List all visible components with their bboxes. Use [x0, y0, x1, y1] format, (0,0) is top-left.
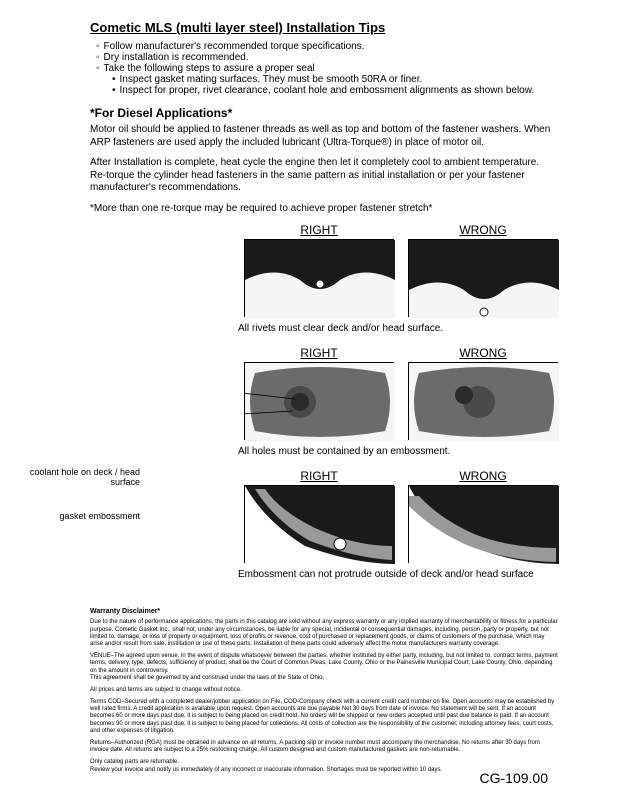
disclaimer-section: Warranty Disclaimer* Due to the nature o… [90, 608, 558, 774]
diagram-rivet-wrong [408, 239, 558, 317]
diagram-emboss-right [244, 485, 394, 563]
diesel-heading: *For Diesel Applications* [90, 106, 558, 120]
list-item: Take the following steps to assure a pro… [96, 63, 558, 96]
diagram-caption: All rivets must clear deck and/or head s… [238, 323, 558, 334]
wrong-label: WRONG [408, 346, 558, 360]
right-label: RIGHT [244, 469, 394, 483]
list-item: Inspect for proper, rivet clearance, coo… [112, 85, 558, 96]
right-label: RIGHT [244, 346, 394, 360]
diagram-section: RIGHT WRONG [90, 223, 558, 588]
disclaimer-para: Terms COD–Secured with a completed deale… [90, 699, 558, 735]
disclaimer-para: Returns–Authorized (RGA) must be obtaine… [90, 740, 558, 754]
page-code: CG-109.00 [480, 770, 548, 786]
disclaimer-para: Due to the nature of performance applica… [90, 619, 558, 648]
list-item: Dry installation is recommended. [96, 52, 558, 63]
wrong-label: WRONG [408, 223, 558, 237]
instruction-list: Follow manufacturer's recommended torque… [90, 41, 558, 96]
diagram-caption: Embossment can not protrude outside of d… [238, 569, 558, 580]
right-label: RIGHT [244, 223, 394, 237]
diagram-rivet-right [244, 239, 394, 317]
diagram-caption: All holes must be contained by an emboss… [238, 446, 558, 457]
disclaimer-heading: Warranty Disclaimer* [90, 608, 558, 616]
disclaimer-para: All prices and terms are subject to chan… [90, 687, 558, 694]
paragraph: After Installation is complete, heat cyc… [90, 157, 558, 195]
callout-embossment: gasket embossment [20, 512, 140, 522]
callout-coolant-hole: coolant hole on deck / head surface [20, 468, 140, 488]
paragraph: *More than one re-torque may be required… [90, 203, 558, 216]
wrong-label: WRONG [408, 469, 558, 483]
diagram-hole-wrong [408, 362, 558, 440]
list-item: Follow manufacturer's recommended torque… [96, 41, 558, 52]
paragraph: Motor oil should be applied to fastener … [90, 124, 558, 149]
page-title: Cometic MLS (multi layer steel) Installa… [90, 20, 558, 35]
disclaimer-para: VENUE–The agreed upon venue, in the even… [90, 653, 558, 682]
diagram-hole-right [244, 362, 394, 440]
list-item: Inspect gasket mating surfaces. They mus… [112, 74, 558, 85]
diagram-emboss-wrong [408, 485, 558, 563]
